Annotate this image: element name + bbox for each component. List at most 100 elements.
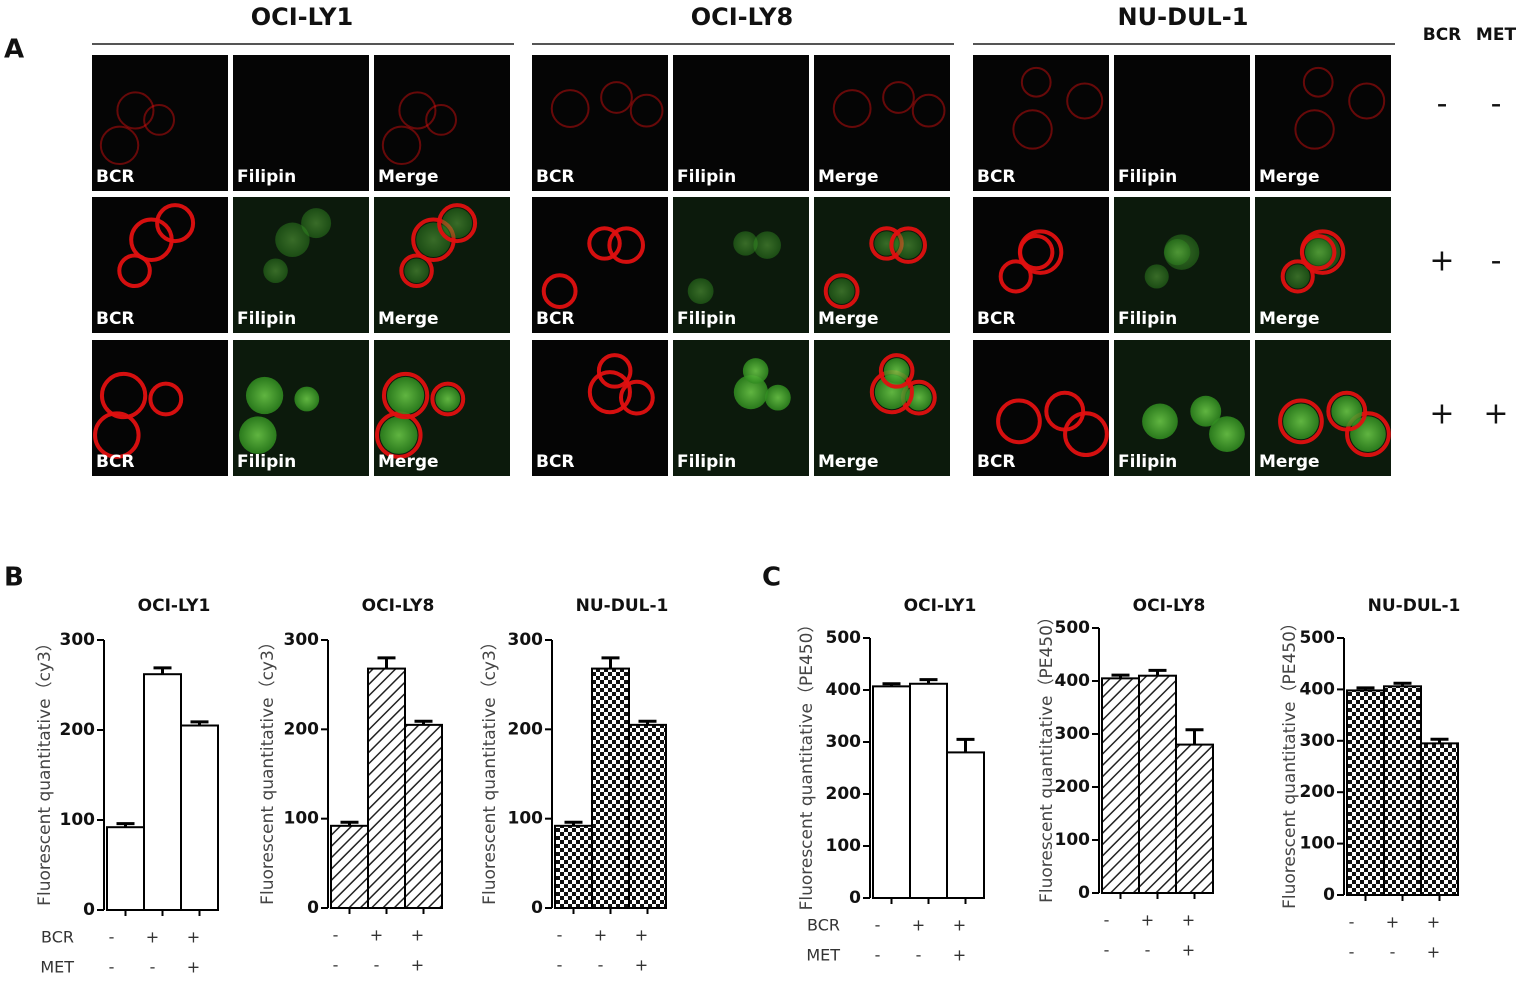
cell-membrane <box>889 226 927 264</box>
y-axis-label: Fluorescent quantitative（cy3） <box>480 633 500 905</box>
channel-label: Filipin <box>237 167 296 187</box>
channel-label: Merge <box>378 452 439 472</box>
cell-membrane <box>437 203 478 244</box>
bar <box>1346 689 1385 896</box>
micrograph <box>92 340 228 476</box>
channel-label: Merge <box>818 309 879 329</box>
cell-filipin <box>828 278 855 305</box>
cell-filipin <box>404 258 429 284</box>
cell-filipin <box>1285 264 1310 289</box>
bar <box>180 724 219 911</box>
bcr-sign: + <box>411 926 424 945</box>
y-tick-label: 0 <box>83 900 95 920</box>
bar <box>143 673 182 912</box>
bcr-sign: + <box>146 928 159 947</box>
channel-label: Merge <box>378 167 439 187</box>
cell-membrane <box>832 89 872 128</box>
cell-membrane <box>1300 234 1337 271</box>
cell-membrane <box>155 203 196 244</box>
channel-label: Merge <box>818 167 879 187</box>
met-sign: - <box>333 956 339 975</box>
cell-filipin <box>874 375 909 410</box>
condition-header: MET <box>1476 25 1517 45</box>
bcr-sign: + <box>1427 913 1440 932</box>
met-sign: + <box>1427 943 1440 962</box>
met-sign: - <box>109 958 115 977</box>
y-axis-label: Fluorescent quantitative（PE450） <box>1037 608 1057 903</box>
chart-title: NU-DUL-1 <box>576 596 669 616</box>
cell-filipin <box>275 222 310 258</box>
micrograph <box>814 55 950 191</box>
cell-membrane <box>1348 82 1386 120</box>
cell-filipin <box>742 358 769 384</box>
row-label: MET <box>806 946 840 965</box>
micrograph <box>1255 55 1391 191</box>
y-axis-label: Fluorescent quantitative（cy3） <box>258 633 278 905</box>
row-label: BCR <box>807 916 840 935</box>
met-sign: - <box>1349 943 1355 962</box>
cell-membrane <box>430 381 466 417</box>
chart-title: OCI-LY8 <box>362 596 435 616</box>
condition-sign: + <box>1429 244 1454 279</box>
met-sign: - <box>150 958 156 977</box>
channel-label: Filipin <box>1118 452 1177 472</box>
y-tick-label: 500 <box>826 628 862 648</box>
bar <box>591 667 630 909</box>
channel-label: BCR <box>536 309 575 329</box>
channel-label: BCR <box>536 167 575 187</box>
bcr-sign: + <box>953 916 966 935</box>
bcr-sign: - <box>109 928 115 947</box>
bcr-sign: - <box>333 926 339 945</box>
channel-label: Filipin <box>677 452 736 472</box>
cell-line-header: OCI-LY1 <box>251 3 354 31</box>
cell-filipin <box>1305 239 1332 266</box>
cell-filipin <box>1144 264 1169 289</box>
cell-membrane <box>878 353 915 389</box>
cell-filipin <box>733 375 768 410</box>
cell-line-header: OCI-LY8 <box>691 3 794 31</box>
bar <box>404 723 443 909</box>
cell-membrane <box>1063 411 1109 458</box>
micrograph <box>673 55 809 191</box>
channel-label: Merge <box>818 452 879 472</box>
cell-filipin <box>245 376 284 415</box>
channel-label: Filipin <box>1118 167 1177 187</box>
cell-filipin <box>1283 403 1319 440</box>
y-tick-label: 0 <box>531 898 543 918</box>
y-tick-label: 500 <box>1055 618 1091 638</box>
cell-filipin <box>239 416 277 454</box>
y-tick-label: 0 <box>849 888 861 908</box>
condition-sign: + <box>1483 397 1508 432</box>
cell-filipin <box>435 386 461 412</box>
cell-membrane <box>1018 234 1055 271</box>
cell-filipin <box>263 258 288 284</box>
met-sign: - <box>916 946 922 965</box>
micrograph <box>673 340 809 476</box>
chart-title: OCI-LY8 <box>1133 596 1206 616</box>
cell-filipin <box>301 208 332 239</box>
cell-filipin <box>1190 395 1222 427</box>
bar <box>106 826 145 912</box>
bar <box>909 682 948 900</box>
chart-title: OCI-LY1 <box>904 596 977 616</box>
cell-membrane <box>381 125 422 166</box>
met-sign: - <box>557 956 563 975</box>
met-sign: - <box>1104 941 1110 960</box>
channel-label: BCR <box>536 452 575 472</box>
micrograph <box>374 55 510 191</box>
bar <box>872 685 911 899</box>
cell-filipin <box>733 231 758 256</box>
bcr-sign: + <box>1141 911 1154 930</box>
panel-label: B <box>4 563 24 593</box>
met-sign: - <box>374 956 380 975</box>
cell-membrane <box>1012 109 1053 150</box>
cell-filipin <box>883 358 910 384</box>
bcr-sign: + <box>187 928 200 947</box>
y-tick-label: 100 <box>1300 834 1336 854</box>
y-tick-label: 200 <box>1055 777 1091 797</box>
cell-filipin <box>894 231 922 259</box>
cell-line-header: NU-DUL-1 <box>1118 3 1249 31</box>
cell-membrane <box>1066 82 1104 120</box>
micrograph <box>532 197 668 333</box>
